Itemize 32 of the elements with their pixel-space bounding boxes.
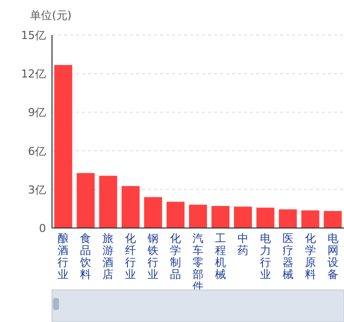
x-tick-label: 化纤行业 bbox=[125, 232, 136, 281]
x-tick-label: 化学原料 bbox=[304, 232, 316, 281]
y-axis-title: 单位(元) bbox=[30, 9, 72, 22]
x-tick-label: 电网设备 bbox=[327, 232, 338, 281]
bar bbox=[301, 210, 320, 228]
x-tick-label: 旅游酒店 bbox=[102, 232, 114, 281]
bar bbox=[76, 173, 95, 228]
bar bbox=[256, 208, 274, 228]
x-tick-label: 医疗器械 bbox=[282, 232, 294, 281]
y-tick-label: 15亿 bbox=[21, 29, 46, 42]
y-tick-label: 6亿 bbox=[28, 144, 46, 158]
bar bbox=[211, 206, 230, 228]
x-tick-label: 工程机械 bbox=[214, 232, 226, 281]
x-tick-label: 中药 bbox=[237, 232, 248, 257]
bar bbox=[99, 176, 118, 228]
y-tick-label: 0 bbox=[39, 222, 46, 235]
y-tick-label: 9亿 bbox=[28, 106, 46, 120]
x-tick-label: 酿酒行业 bbox=[58, 232, 69, 281]
bar bbox=[144, 197, 162, 228]
bar bbox=[166, 202, 185, 228]
bar bbox=[234, 206, 252, 228]
bar bbox=[122, 186, 140, 228]
bar bbox=[278, 209, 297, 228]
y-tick-label: 12亿 bbox=[21, 68, 46, 81]
x-tick-label: 化学制品 bbox=[170, 232, 182, 281]
x-tick-label: 食品饮料 bbox=[79, 232, 92, 281]
bar bbox=[189, 204, 207, 228]
x-tick-label: 电力行业 bbox=[260, 232, 271, 281]
bar bbox=[54, 64, 72, 228]
bar bbox=[324, 211, 342, 228]
x-tick-label: 钢铁行业 bbox=[146, 232, 159, 281]
y-tick-label: 3亿 bbox=[28, 183, 46, 196]
